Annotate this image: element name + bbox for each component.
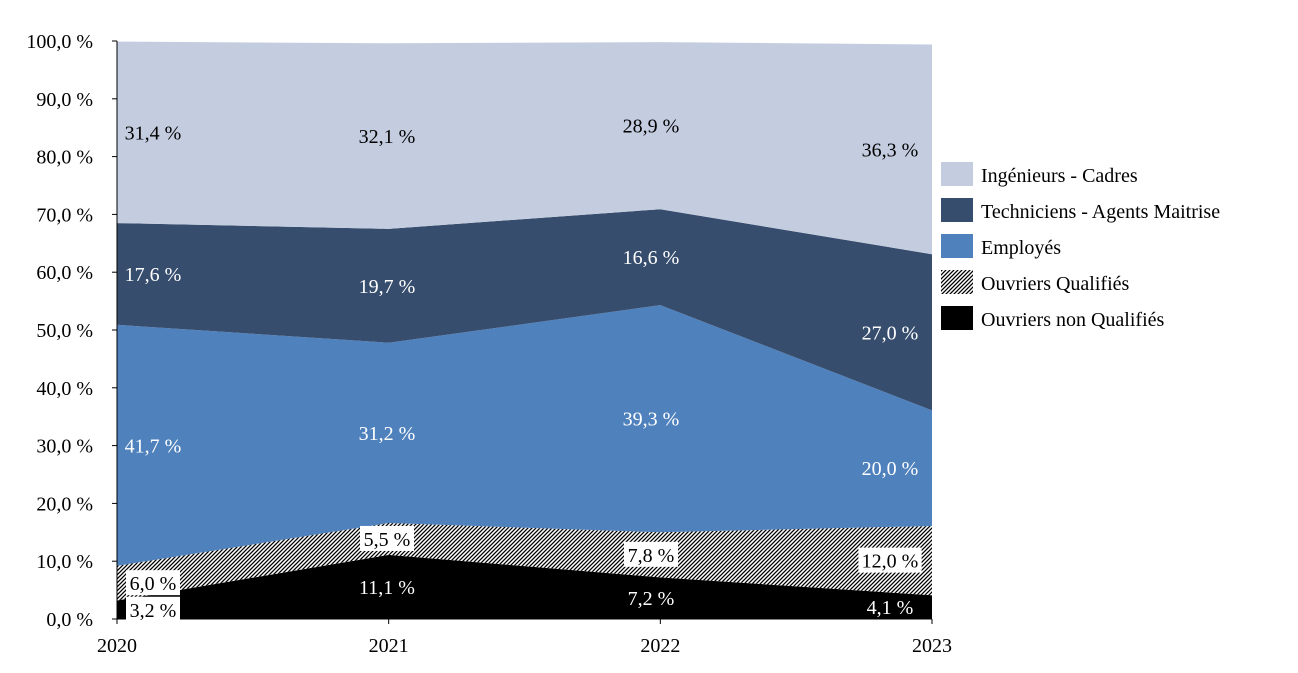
area-ouvriers-qualifies	[117, 523, 932, 601]
x-tick-label: 2020	[97, 635, 137, 657]
data-label: 16,6 %	[623, 247, 680, 269]
data-label: 27,0 %	[862, 322, 919, 344]
legend-label: Ingénieurs - Cadres	[981, 165, 1138, 187]
data-label-bg	[858, 547, 922, 573]
legend-label: Employés	[981, 237, 1061, 259]
legend-label: Techniciens - Agents Maitrise	[981, 201, 1220, 223]
y-tick-label: 10,0 %	[36, 551, 93, 573]
data-label-layer: 3,2 % 11,1 % 7,2 % 4,1 % 6,0 % 5,5 % 7,8 % 12,0…	[125, 116, 922, 622]
data-label: 41,7 %	[125, 435, 182, 457]
legend-swatch	[941, 306, 973, 330]
data-label-bg	[360, 525, 414, 551]
data-label: 31,2 %	[359, 423, 416, 445]
data-label: 31,4 %	[125, 122, 182, 144]
y-tick-label: 80,0 %	[36, 147, 93, 169]
area-ouvriers-non-qualifies	[117, 554, 932, 619]
axes-layer: 0,0 % 10,0 % 20,0 % 30,0 % 40,0 % 50,0 % 60,0 …	[26, 31, 952, 657]
x-tick-label: 2021	[369, 635, 409, 657]
area-ingenieurs-cadres	[117, 41, 932, 255]
y-tick-label: 30,0 %	[36, 436, 93, 458]
x-tick-label: 2022	[640, 635, 680, 657]
y-tick-label: 100,0 %	[26, 31, 93, 53]
data-label: 7,2 %	[628, 588, 675, 610]
y-tick-label: 20,0 %	[36, 493, 93, 515]
legend-label: Ouvriers Qualifiés	[981, 273, 1130, 295]
data-label: 7,8 %	[628, 545, 675, 567]
area-layer	[117, 41, 932, 619]
data-label: 28,9 %	[623, 116, 680, 138]
legend-swatch	[941, 198, 973, 222]
data-label-bg	[126, 570, 180, 596]
y-tick-label: 60,0 %	[36, 262, 93, 284]
data-label: 17,6 %	[125, 264, 182, 286]
legend: Ingénieurs - Cadres Techniciens - Agents …	[941, 162, 1220, 331]
data-label-bg	[624, 541, 678, 567]
data-label: 5,5 %	[364, 529, 411, 551]
legend-swatch	[941, 270, 973, 294]
area-techniciens-agents-maitrise	[117, 209, 932, 411]
area-employes	[117, 305, 932, 566]
y-tick-label: 90,0 %	[36, 89, 93, 111]
data-label: 11,1 %	[359, 577, 415, 599]
data-label: 36,3 %	[862, 139, 919, 161]
legend-swatch	[941, 234, 973, 258]
data-label: 3,2 %	[130, 600, 177, 622]
y-tick-label: 0,0 %	[46, 609, 93, 631]
x-tick-label: 2023	[912, 635, 952, 657]
y-tick-label: 40,0 %	[36, 378, 93, 400]
legend-label: Ouvriers non Qualifiés	[981, 309, 1165, 331]
data-label-bg	[126, 596, 180, 622]
data-label: 6,0 %	[130, 573, 177, 595]
data-label: 12,0 %	[862, 551, 919, 573]
data-label: 19,7 %	[359, 276, 416, 298]
data-label: 39,3 %	[623, 409, 680, 431]
y-tick-label: 70,0 %	[36, 204, 93, 226]
data-label: 20,0 %	[862, 458, 919, 480]
legend-swatch	[941, 162, 973, 186]
y-tick-label: 50,0 %	[36, 320, 93, 342]
data-label: 32,1 %	[359, 126, 416, 148]
data-label: 4,1 %	[867, 597, 914, 619]
